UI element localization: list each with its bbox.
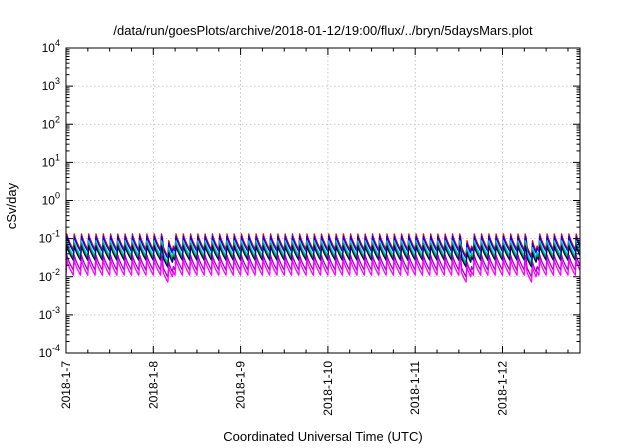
- y-tick-label: 101: [42, 152, 60, 169]
- series-line: [65, 235, 581, 259]
- y-tick-label: 10-2: [39, 267, 60, 284]
- series-line: [65, 240, 581, 264]
- x-axis-label: Coordinated Universal Time (UTC): [223, 429, 422, 444]
- series-line: [65, 245, 581, 268]
- y-tick-label: 10-1: [39, 229, 60, 246]
- x-axis: 2018-1-7 2018-1-8 2018-1-9 2018-1-10 2018-1-…: [59, 48, 569, 416]
- x-tick-label: 2018-1-8: [146, 361, 160, 409]
- series-line: [65, 259, 581, 283]
- chart-title: /data/run/goesPlots/archive/2018-01-12/1…: [113, 23, 533, 38]
- x-tick-label: 2018-1-12: [496, 361, 510, 416]
- y-tick-label: 10-4: [39, 343, 60, 360]
- series-group: [65, 233, 581, 283]
- y-tick-label: 100: [42, 191, 60, 208]
- x-tick-label: 2018-1-9: [234, 361, 248, 409]
- x-tick-label: 2018-1-11: [408, 361, 422, 415]
- series-line: [65, 242, 581, 266]
- y-tick-label: 102: [42, 114, 60, 131]
- y-axis-label: cSv/day: [4, 182, 19, 229]
- x-tick-label: 2018-1-7: [59, 361, 73, 409]
- series-line: [65, 254, 581, 278]
- x-tick-label: 2018-1-10: [321, 361, 335, 416]
- grid-lines: [66, 48, 580, 353]
- y-tick-label: 104: [42, 38, 60, 55]
- y-tick-label: 10-3: [39, 305, 60, 322]
- series-line: [65, 233, 581, 257]
- y-tick-label: 103: [42, 76, 60, 93]
